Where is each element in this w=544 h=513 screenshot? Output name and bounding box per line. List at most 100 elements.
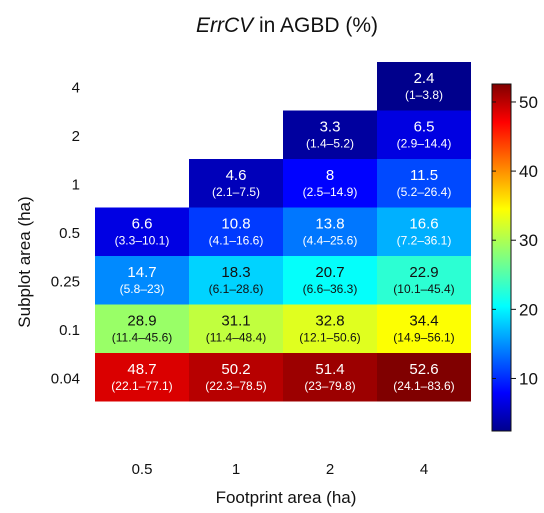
y-tick-label: 0.04 [51,370,80,387]
cell-value-label: 28.9 [127,313,156,330]
cell-range-label: (6.1–28.6) [209,282,264,296]
cell-value-label: 51.4 [315,361,344,378]
cell-rect [95,256,189,305]
x-axis-label: Footprint area (ha) [216,488,357,507]
cell-value-label: 10.8 [221,216,250,233]
cell-range-label: (4.1–16.6) [209,234,264,248]
cell-range-label: (11.4–45.6) [112,331,173,345]
cell-rect [189,304,283,353]
cell-rect [283,159,377,208]
colorbar-tick-label: 30 [519,231,538,250]
heatmap-cell: 52.6(24.1–83.6) [377,353,471,402]
cell-range-label: (11.4–48.4) [206,331,267,345]
cell-value-label: 22.9 [409,264,438,281]
colorbar-tick-label: 20 [519,300,538,319]
heatmap-cell: 16.6(7.2–36.1) [377,207,471,256]
heatmap-cell: 6.5(2.9–14.4) [377,110,471,159]
heatmap-cell: 20.7(6.6–36.3) [283,256,377,305]
cell-rect [189,159,283,208]
colorbar-tick-label: 10 [519,369,538,388]
cell-rect [377,256,471,305]
heatmap-cell: 18.3(6.1–28.6) [189,256,283,305]
y-tick-label: 0.5 [59,225,80,242]
cell-rect [189,207,283,256]
y-tick-label: 4 [72,79,80,96]
cell-value-label: 50.2 [221,361,250,378]
cell-value-label: 6.5 [414,119,435,136]
cell-value-label: 16.6 [409,216,438,233]
cell-range-label: (4.4–25.6) [303,234,358,248]
heatmap-cell: 34.4(14.9–56.1) [377,304,471,353]
cell-rect [189,256,283,305]
cell-value-label: 4.6 [226,167,247,184]
heatmap-cells: 2.4(1–3.8)3.3(1.4–5.2)6.5(2.9–14.4)4.6(2… [95,62,471,402]
y-tick-label: 1 [72,176,80,193]
cell-value-label: 52.6 [409,361,438,378]
cell-rect [377,207,471,256]
heatmap-cell: 51.4(23–79.8) [283,353,377,402]
cell-rect [283,353,377,402]
heatmap-cell: 14.7(5.8–23) [95,256,189,305]
cell-range-label: (24.1–83.6) [393,379,454,393]
heatmap-cell: 4.6(2.1–7.5) [189,159,283,208]
cell-range-label: (10.1–45.4) [393,282,454,296]
colorbar: 10 20 30 40 50 [491,83,538,432]
cell-range-label: (3.3–10.1) [115,234,170,248]
cell-range-label: (23–79.8) [304,379,355,393]
cell-range-label: (5.2–26.4) [397,185,452,199]
cell-value-label: 20.7 [315,264,344,281]
heatmap-cell: 32.8(12.1–50.6) [283,304,377,353]
heatmap-cell: 28.9(11.4–45.6) [95,304,189,353]
cell-range-label: (22.3–78.5) [205,379,266,393]
chart-title-italic: ErrCV [195,14,254,37]
cell-value-label: 48.7 [127,361,156,378]
cell-range-label: (1.4–5.2) [306,137,354,151]
cell-rect [283,110,377,159]
cell-rect [283,304,377,353]
x-tick-label: 4 [420,461,428,478]
y-tick-label: 2 [72,128,80,145]
cell-range-label: (6.6–36.3) [303,282,358,296]
cell-range-label: (12.1–50.6) [299,331,360,345]
cell-rect [377,353,471,402]
cell-value-label: 18.3 [221,264,250,281]
cell-rect [377,159,471,208]
cell-value-label: 2.4 [414,70,435,87]
cell-range-label: (2.9–14.4) [397,137,452,151]
heatmap-cell: 6.6(3.3–10.1) [95,207,189,256]
cell-value-label: 14.7 [127,264,156,281]
cell-rect [189,353,283,402]
cell-rect [377,110,471,159]
cell-rect [377,304,471,353]
cell-value-label: 13.8 [315,216,344,233]
cell-rect [95,304,189,353]
y-tick-label: 0.25 [51,273,80,290]
colorbar-tick-label: 50 [519,93,538,112]
cell-rect [95,353,189,402]
cell-rect [283,256,377,305]
chart-title-rest: in AGBD (%) [253,14,379,37]
x-tick-label: 0.5 [132,461,153,478]
heatmap-cell: 13.8(4.4–25.6) [283,207,377,256]
cell-range-label: (5.8–23) [120,282,165,296]
cell-value-label: 32.8 [315,313,344,330]
x-tick-labels: 0.5 1 2 4 [132,461,429,478]
cell-rect [377,62,471,111]
heatmap-cell: 3.3(1.4–5.2) [283,110,377,159]
cell-range-label: (7.2–36.1) [397,234,452,248]
cell-range-label: (2.5–14.9) [303,185,358,199]
colorbar-tick-label: 40 [519,162,538,181]
heatmap-cell: 2.4(1–3.8) [377,62,471,111]
cell-value-label: 6.6 [132,216,153,233]
cell-value-label: 31.1 [221,313,250,330]
chart-title: ErrCV in AGBD (%) [0,14,544,38]
heatmap-cell: 8(2.5–14.9) [283,159,377,208]
x-tick-label: 2 [326,461,334,478]
cell-range-label: (2.1–7.5) [212,185,260,199]
colorbar-gradient [491,83,512,432]
cell-rect [95,207,189,256]
cell-range-label: (22.1–77.1) [111,379,172,393]
heatmap-cell: 10.8(4.1–16.6) [189,207,283,256]
y-axis-label: Subplot area (ha) [15,196,34,327]
